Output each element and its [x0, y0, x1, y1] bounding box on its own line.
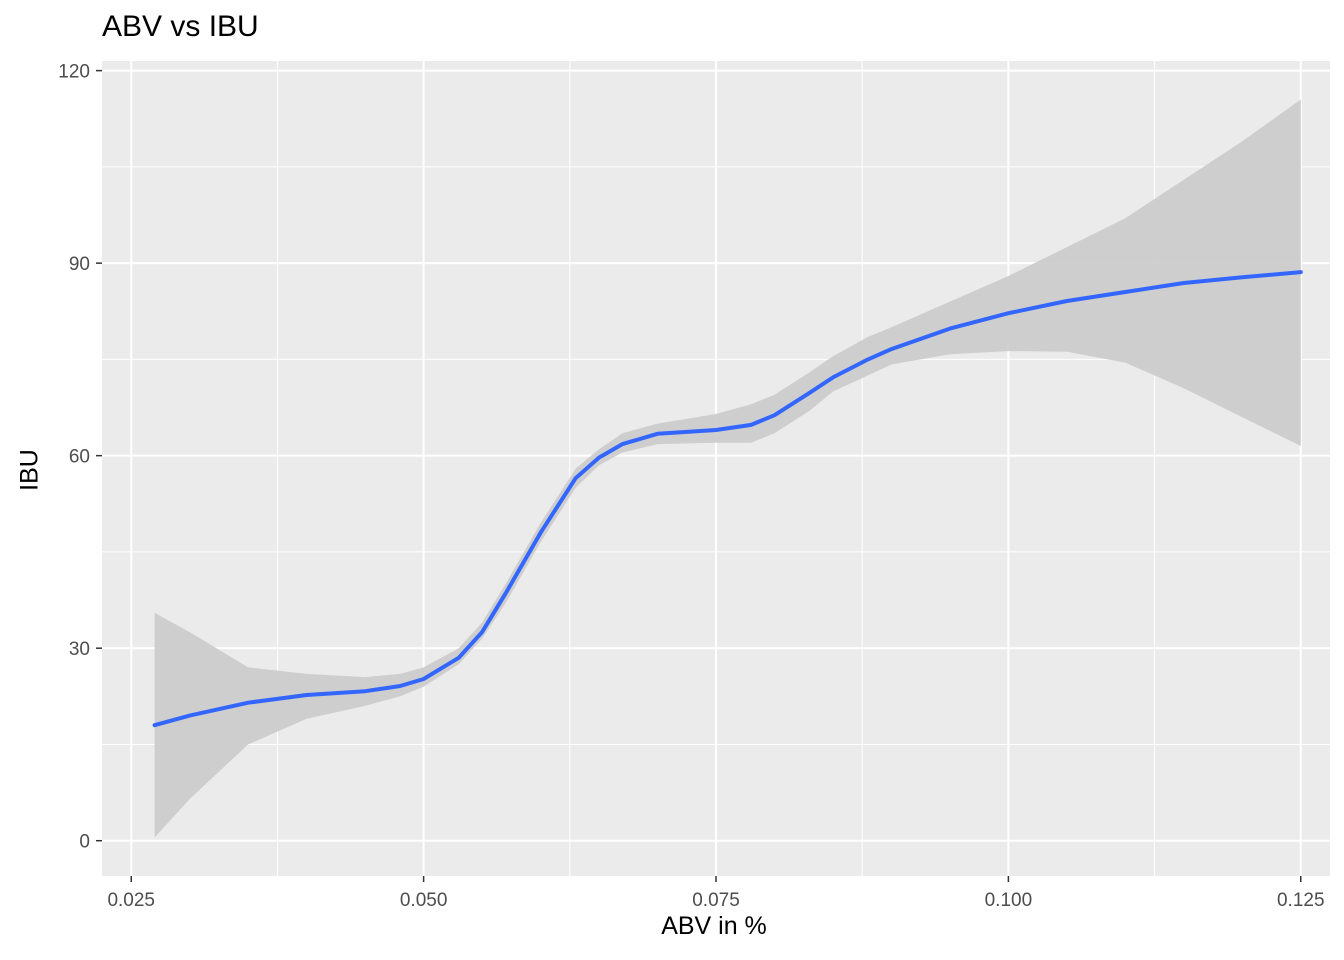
y-tick-label: 0	[79, 832, 90, 853]
chart-title: ABV vs IBU	[102, 10, 259, 43]
x-tick-label: 0.025	[107, 890, 155, 911]
y-tick-label: 60	[69, 447, 90, 468]
confidence-band	[154, 99, 1301, 838]
y-tick-label: 90	[69, 254, 90, 275]
y-tick-label: 30	[69, 639, 90, 660]
x-tick-label: 0.075	[692, 890, 740, 911]
smooth-line	[152, 270, 1303, 728]
x-tick-label: 0.100	[985, 890, 1033, 911]
y-axis-label: IBU	[15, 449, 44, 491]
y-tick-label: 120	[58, 62, 90, 83]
x-tick-label: 0.125	[1277, 890, 1325, 911]
x-axis-label: ABV in %	[661, 912, 767, 940]
x-tick-label: 0.050	[400, 890, 448, 911]
